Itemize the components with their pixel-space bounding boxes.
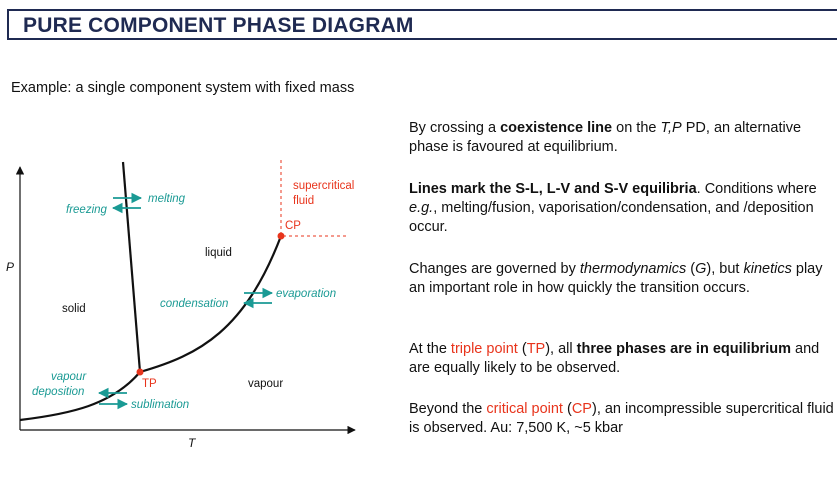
region-vapour-label: vapour xyxy=(248,378,283,390)
text-bold: Lines mark the S-L, L-V and S-V equilibr… xyxy=(409,181,697,197)
text-bold: three phases are in equilibrium xyxy=(576,341,791,357)
paragraph-triple-point: At the triple point (TP), all three phas… xyxy=(409,340,834,378)
vapour-deposition-label-1: vapour xyxy=(51,371,87,383)
text: By crossing a xyxy=(409,120,501,136)
text: and are equally likely to be observed. xyxy=(409,341,820,376)
text-italic: G xyxy=(695,261,707,277)
y-axis-label: P xyxy=(6,260,14,274)
text-red: triple point xyxy=(450,341,518,357)
melting-label: melting xyxy=(148,193,186,205)
text-red: CP xyxy=(571,401,592,417)
region-solid-label: solid xyxy=(62,303,86,315)
critical-point-label: CP xyxy=(285,220,301,232)
text: . Conditions where xyxy=(696,181,817,197)
subtitle: Example: a single component system with … xyxy=(11,80,355,96)
text-bold: coexistence line xyxy=(500,120,613,136)
condensation-label: condensation xyxy=(160,298,228,310)
text: Beyond the xyxy=(409,401,487,417)
text-italic: thermodynamics xyxy=(579,261,687,277)
paragraph-critical-point: Beyond the critical point (CP), an incom… xyxy=(409,400,834,438)
text: PD, an alternative phase is favoured at … xyxy=(409,120,802,155)
paragraph-lines: Lines mark the S-L, L-V and S-V equilibr… xyxy=(409,180,834,237)
page-title: PURE COMPONENT PHASE DIAGRAM xyxy=(23,14,414,37)
text: Changes are governed by xyxy=(409,261,580,277)
text: , melting/fusion, vaporisation/condensat… xyxy=(409,200,814,235)
x-axis-label: T xyxy=(188,436,197,450)
text-red: TP xyxy=(526,341,546,357)
phase-diagram: P T TP CP supercritical fluid solid liqu… xyxy=(6,160,356,450)
text: play an important role in how quickly th… xyxy=(409,261,823,296)
paragraph-coexistence: By crossing a coexistence line on the T,… xyxy=(409,119,834,157)
vaporisation-curve xyxy=(139,235,283,374)
vapour-deposition-label-2: deposition xyxy=(32,386,84,398)
evaporation-label: evaporation xyxy=(276,288,336,300)
critical-point-marker xyxy=(277,232,285,240)
text: At the xyxy=(409,341,451,357)
title-bar: PURE COMPONENT PHASE DIAGRAM xyxy=(7,9,837,40)
text: ( xyxy=(517,341,527,357)
text: on the xyxy=(612,120,661,136)
triple-point-label: TP xyxy=(142,378,157,390)
triple-point-marker xyxy=(136,368,144,376)
sublimation-label: sublimation xyxy=(131,399,189,411)
freezing-label: freezing xyxy=(66,204,108,216)
text: ), all xyxy=(545,341,577,357)
text-italic: e.g. xyxy=(409,200,434,216)
text-red: critical point xyxy=(486,401,563,417)
region-liquid-label: liquid xyxy=(205,247,232,259)
text-italic: kinetics xyxy=(743,261,792,277)
paragraph-thermodynamics: Changes are governed by thermodynamics (… xyxy=(409,260,834,298)
text: ( xyxy=(562,401,572,417)
text: ), but xyxy=(706,261,744,277)
text: ), an incompressible supercritical fluid… xyxy=(409,401,834,436)
text: ( xyxy=(686,261,696,277)
sublimation-curve xyxy=(19,371,141,422)
supercritical-label-2: fluid xyxy=(293,195,314,207)
melting-curve xyxy=(121,161,142,373)
text-italic: T,P xyxy=(660,120,682,136)
supercritical-label-1: supercritical xyxy=(293,180,354,192)
